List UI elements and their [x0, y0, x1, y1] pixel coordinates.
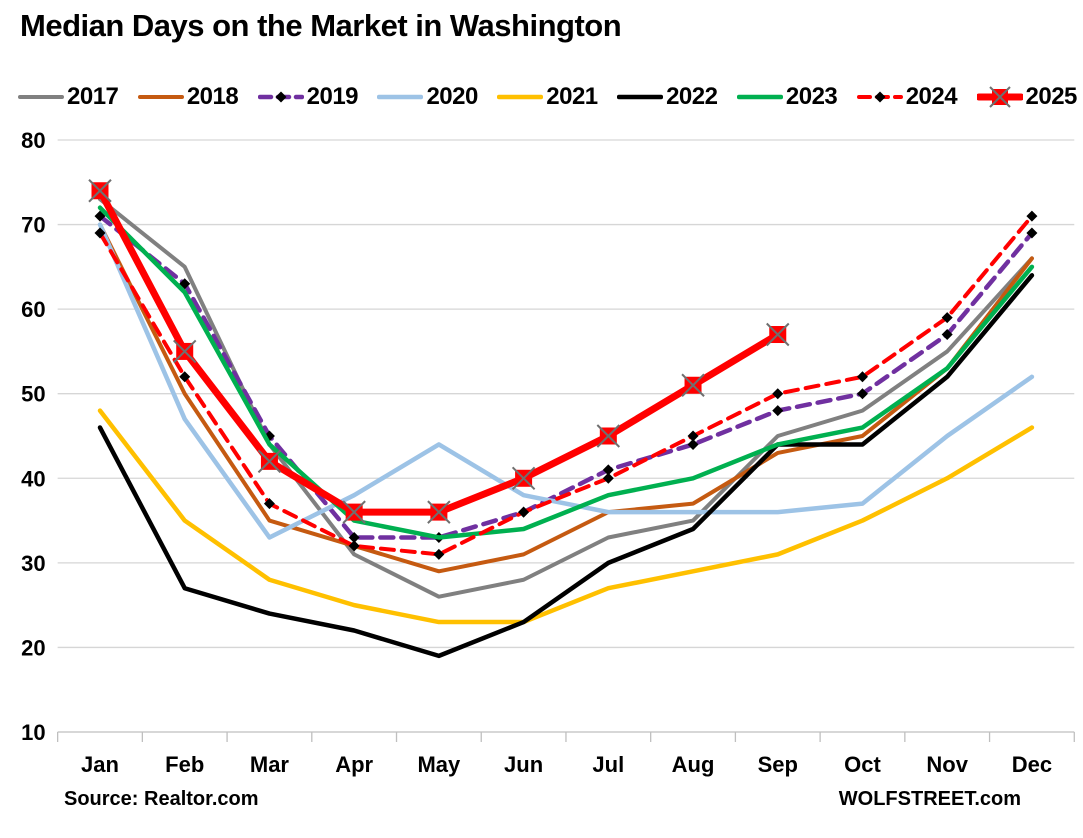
data-point-marker-2025 — [766, 322, 790, 347]
data-point-marker-2024 — [941, 312, 953, 324]
legend-item-2025: 2025 — [976, 83, 1078, 111]
data-point-marker-2019 — [856, 388, 868, 400]
y-axis-tick-label: 20 — [21, 635, 45, 660]
legend-label-2019: 2019 — [306, 83, 359, 110]
x-axis-label: Jan — [81, 752, 119, 777]
legend-item-2020: 2020 — [377, 83, 478, 111]
y-axis-tick-label: 30 — [21, 551, 45, 576]
data-point-marker-2024 — [433, 548, 445, 560]
series-line-2019 — [97, 213, 1035, 540]
brand-credit: WOLFSTREET.com — [838, 788, 1021, 810]
data-point-marker-2025 — [681, 373, 705, 397]
series-line-2024 — [98, 214, 1034, 557]
legend-swatch-glyph — [275, 91, 287, 103]
source-credit: Source: Realtor.com — [64, 788, 259, 810]
y-axis-tick-label: 70 — [21, 213, 45, 238]
legend-label-2024: 2024 — [905, 83, 958, 110]
x-axis-label: Feb — [165, 752, 204, 777]
legend-swatch-2019 — [257, 91, 304, 103]
series-line-2017 — [98, 197, 1034, 599]
series-line-2018 — [98, 222, 1034, 574]
legend-swatch-glyph — [988, 86, 1011, 108]
legend: 2017 2018 2019 2020 2021 2022 2023 2024 2025 — [18, 82, 1077, 112]
legend-item-2023: 2023 — [736, 83, 838, 111]
data-point-marker-2025 — [88, 179, 112, 203]
y-axis-tick-label: 40 — [21, 466, 45, 491]
x-axis-label: Sep — [758, 752, 798, 777]
data-point-marker-2019 — [348, 531, 360, 543]
y-axis-tick-label: 60 — [21, 297, 45, 322]
data-point-marker-2024 — [602, 472, 614, 484]
series-line-2021 — [97, 408, 1035, 625]
data-point-marker-2025 — [173, 339, 197, 364]
data-point-marker-2025 — [257, 449, 282, 474]
y-axis-tick-label: 50 — [21, 382, 45, 407]
series-line-2023 — [97, 205, 1035, 540]
legend-label-2018: 2018 — [186, 83, 239, 110]
x-axis-label: Jul — [592, 752, 624, 777]
x-axis-label: Dec — [1012, 752, 1052, 777]
legend-swatch-2024 — [856, 91, 903, 103]
series-line-2022 — [97, 273, 1035, 659]
data-point-marker-2025 — [427, 500, 451, 524]
data-point-marker-2024 — [518, 506, 530, 518]
chart-title: Median Days on the Market in Washington — [20, 8, 622, 43]
legend-swatch-glyph — [874, 91, 886, 103]
legend-label-2020: 2020 — [426, 83, 478, 110]
y-axis-tick-label: 10 — [21, 720, 45, 745]
data-point-marker-2025 — [511, 466, 536, 490]
data-point-marker-2024 — [179, 371, 191, 383]
legend-item-2017: 2017 — [18, 83, 119, 111]
legend-label-2017: 2017 — [67, 83, 119, 110]
legend-item-2019: 2019 — [257, 83, 359, 111]
legend-swatch-2020 — [377, 94, 424, 100]
legend-item-2021: 2021 — [497, 83, 598, 111]
legend-item-2022: 2022 — [617, 83, 718, 111]
legend-swatch-2018 — [137, 95, 184, 99]
legend-swatch-2022 — [617, 94, 664, 100]
legend-item-2024: 2024 — [856, 83, 958, 111]
legend-label-2021: 2021 — [546, 83, 598, 110]
legend-item-2018: 2018 — [137, 83, 239, 111]
x-axis-label: Nov — [926, 752, 968, 777]
x-axis-label: Oct — [844, 752, 881, 777]
data-point-marker-2019 — [602, 464, 614, 476]
data-point-marker-2025 — [596, 424, 621, 448]
data-point-marker-2024 — [348, 540, 360, 552]
x-axis-label: Aug — [672, 752, 715, 777]
legend-label-2022: 2022 — [666, 83, 718, 110]
legend-swatch-2025 — [976, 86, 1023, 108]
data-point-marker-2019 — [772, 405, 784, 417]
x-axis-label: Jun — [504, 752, 543, 777]
legend-swatch-2017 — [18, 95, 64, 99]
series-line-2025 — [96, 187, 782, 516]
data-point-marker-2019 — [1026, 227, 1038, 239]
legend-swatch-2023 — [736, 94, 783, 100]
x-axis-label: May — [417, 752, 461, 777]
y-axis-tick-label: 80 — [21, 128, 45, 153]
data-point-marker-2025 — [342, 500, 366, 524]
data-point-marker-2024 — [856, 371, 868, 383]
legend-label-2025: 2025 — [1025, 83, 1078, 110]
data-point-marker-2024 — [94, 227, 106, 239]
data-point-marker-2024 — [263, 498, 275, 510]
data-point-marker-2019 — [941, 329, 953, 341]
data-point-marker-2024 — [772, 388, 784, 400]
series-line-2020 — [97, 222, 1035, 540]
x-axis-label: Apr — [335, 752, 373, 777]
data-point-marker-2024 — [1026, 210, 1038, 222]
data-point-marker-2024 — [687, 430, 699, 442]
legend-swatch-2021 — [497, 94, 544, 100]
legend-label-2023: 2023 — [785, 83, 838, 110]
data-point-marker-2019 — [687, 438, 699, 450]
x-axis-label: Mar — [250, 752, 290, 777]
